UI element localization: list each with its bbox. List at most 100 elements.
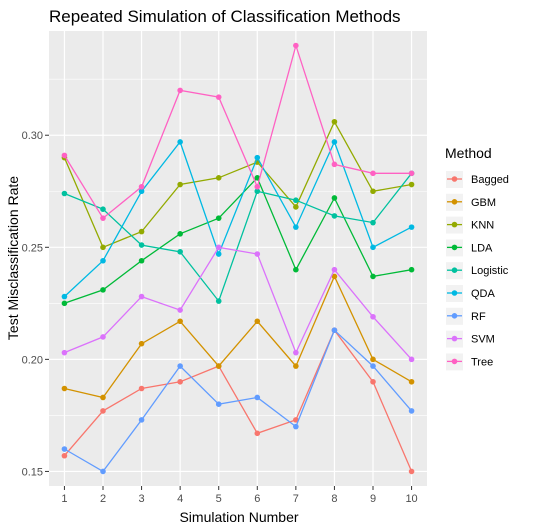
series-lda — [61, 175, 415, 307]
data-point-knn — [331, 118, 338, 125]
x-tick-label: 4 — [177, 493, 183, 505]
legend-label-tree: Tree — [471, 356, 493, 368]
legend-label-gbm: GBM — [471, 197, 496, 209]
data-point-logistic — [100, 206, 106, 212]
data-point-svm — [293, 349, 299, 356]
data-point-rf — [177, 363, 183, 369]
data-point-bagged — [293, 417, 299, 423]
legend-marker-qda — [451, 290, 458, 296]
data-point-tree — [370, 170, 376, 177]
data-point-tree — [293, 42, 299, 49]
data-point-knn — [177, 181, 183, 188]
x-tick-label: 9 — [370, 493, 376, 505]
data-point-rf — [331, 327, 338, 334]
legend-label-lda: LDA — [471, 242, 493, 254]
data-point-knn — [100, 244, 106, 251]
data-point-lda — [331, 195, 338, 201]
series-line-svm — [64, 246, 413, 360]
series-layer — [61, 42, 415, 475]
legend-marker-gbm — [451, 199, 458, 205]
x-tick-label: 10 — [405, 493, 417, 505]
legend-marker-bagged — [451, 176, 458, 182]
legend-marker-rf — [451, 313, 458, 319]
data-point-qda — [293, 224, 299, 230]
data-point-bagged — [254, 430, 261, 437]
data-point-svm — [100, 334, 106, 340]
data-point-logistic — [215, 298, 222, 304]
data-point-svm — [215, 244, 222, 251]
legend-item-rf: RF — [446, 307, 486, 325]
data-point-knn — [293, 204, 299, 210]
data-point-bagged — [408, 468, 415, 475]
data-point-lda — [100, 287, 106, 293]
data-point-qda — [254, 154, 261, 161]
series-rf — [61, 327, 415, 475]
series-svm — [61, 244, 415, 363]
x-tick-label: 2 — [100, 493, 106, 505]
series-line-qda — [63, 140, 412, 298]
data-point-gbm — [293, 363, 299, 369]
data-point-qda — [61, 293, 68, 300]
data-point-qda — [370, 244, 376, 251]
legend-item-tree: Tree — [446, 353, 493, 371]
data-point-gbm — [370, 356, 376, 363]
data-point-svm — [331, 266, 338, 273]
legend-marker-svm — [451, 335, 458, 342]
data-point-rf — [61, 446, 68, 452]
data-point-bagged — [61, 452, 68, 459]
data-point-svm — [177, 307, 183, 313]
y-tick-label: 0.30 — [22, 130, 43, 142]
legend-item-lda: LDA — [446, 239, 493, 257]
data-point-lda — [408, 266, 415, 273]
x-tick-label: 8 — [331, 493, 337, 505]
data-point-qda — [408, 224, 415, 230]
legend-marker-lda — [451, 244, 458, 251]
data-point-rf — [215, 401, 222, 407]
y-tick-label: 0.25 — [22, 242, 43, 254]
legend-marker-tree — [451, 358, 458, 365]
series-line-rf — [64, 329, 413, 473]
legend-label-rf: RF — [471, 311, 486, 323]
data-point-qda — [100, 257, 106, 264]
data-point-tree — [100, 215, 106, 221]
data-point-gbm — [61, 385, 68, 392]
data-point-gbm — [215, 363, 222, 369]
axes: 0.15 0.20 0.25 0.30 1 2 3 4 5 6 7 8 9 10 — [22, 130, 418, 505]
legend-label-bagged: Bagged — [471, 174, 509, 186]
series-line-lda — [64, 176, 412, 304]
data-point-lda — [177, 231, 183, 237]
data-point-knn — [408, 181, 415, 188]
plot-panel — [49, 31, 427, 486]
data-point-rf — [370, 363, 376, 369]
data-point-qda — [138, 188, 145, 195]
legend-item-qda: QDA — [446, 285, 496, 302]
data-point-logistic — [177, 248, 183, 255]
data-point-rf — [100, 468, 106, 475]
data-point-logistic — [254, 188, 261, 195]
series-tree — [61, 42, 415, 221]
x-tick-label: 1 — [61, 493, 67, 505]
y-axis-title: Test Misclassification Rate — [5, 176, 21, 340]
series-line-knn — [63, 120, 412, 249]
data-point-qda — [177, 139, 183, 145]
legend-item-knn: KNN — [446, 216, 494, 234]
data-point-gbm — [177, 318, 183, 325]
data-point-logistic — [331, 213, 338, 219]
legend: Method Bagged GBM KNN LDA Logistic QDA RF SVM Tr… — [445, 145, 509, 371]
data-point-logistic — [138, 242, 145, 248]
data-point-lda — [215, 215, 222, 221]
series-knn — [61, 118, 415, 251]
data-point-gbm — [100, 394, 106, 401]
data-point-tree — [138, 183, 145, 190]
data-point-rf — [293, 423, 299, 430]
data-point-lda — [370, 273, 376, 280]
y-tick-label: 0.20 — [22, 354, 43, 366]
series-qda — [61, 139, 415, 300]
data-point-lda — [254, 175, 261, 181]
data-point-bagged — [100, 408, 106, 414]
data-point-tree — [177, 87, 183, 94]
legend-marker-knn — [451, 221, 458, 228]
data-point-bagged — [370, 378, 376, 385]
data-point-tree — [215, 94, 222, 100]
data-point-tree — [61, 152, 68, 159]
